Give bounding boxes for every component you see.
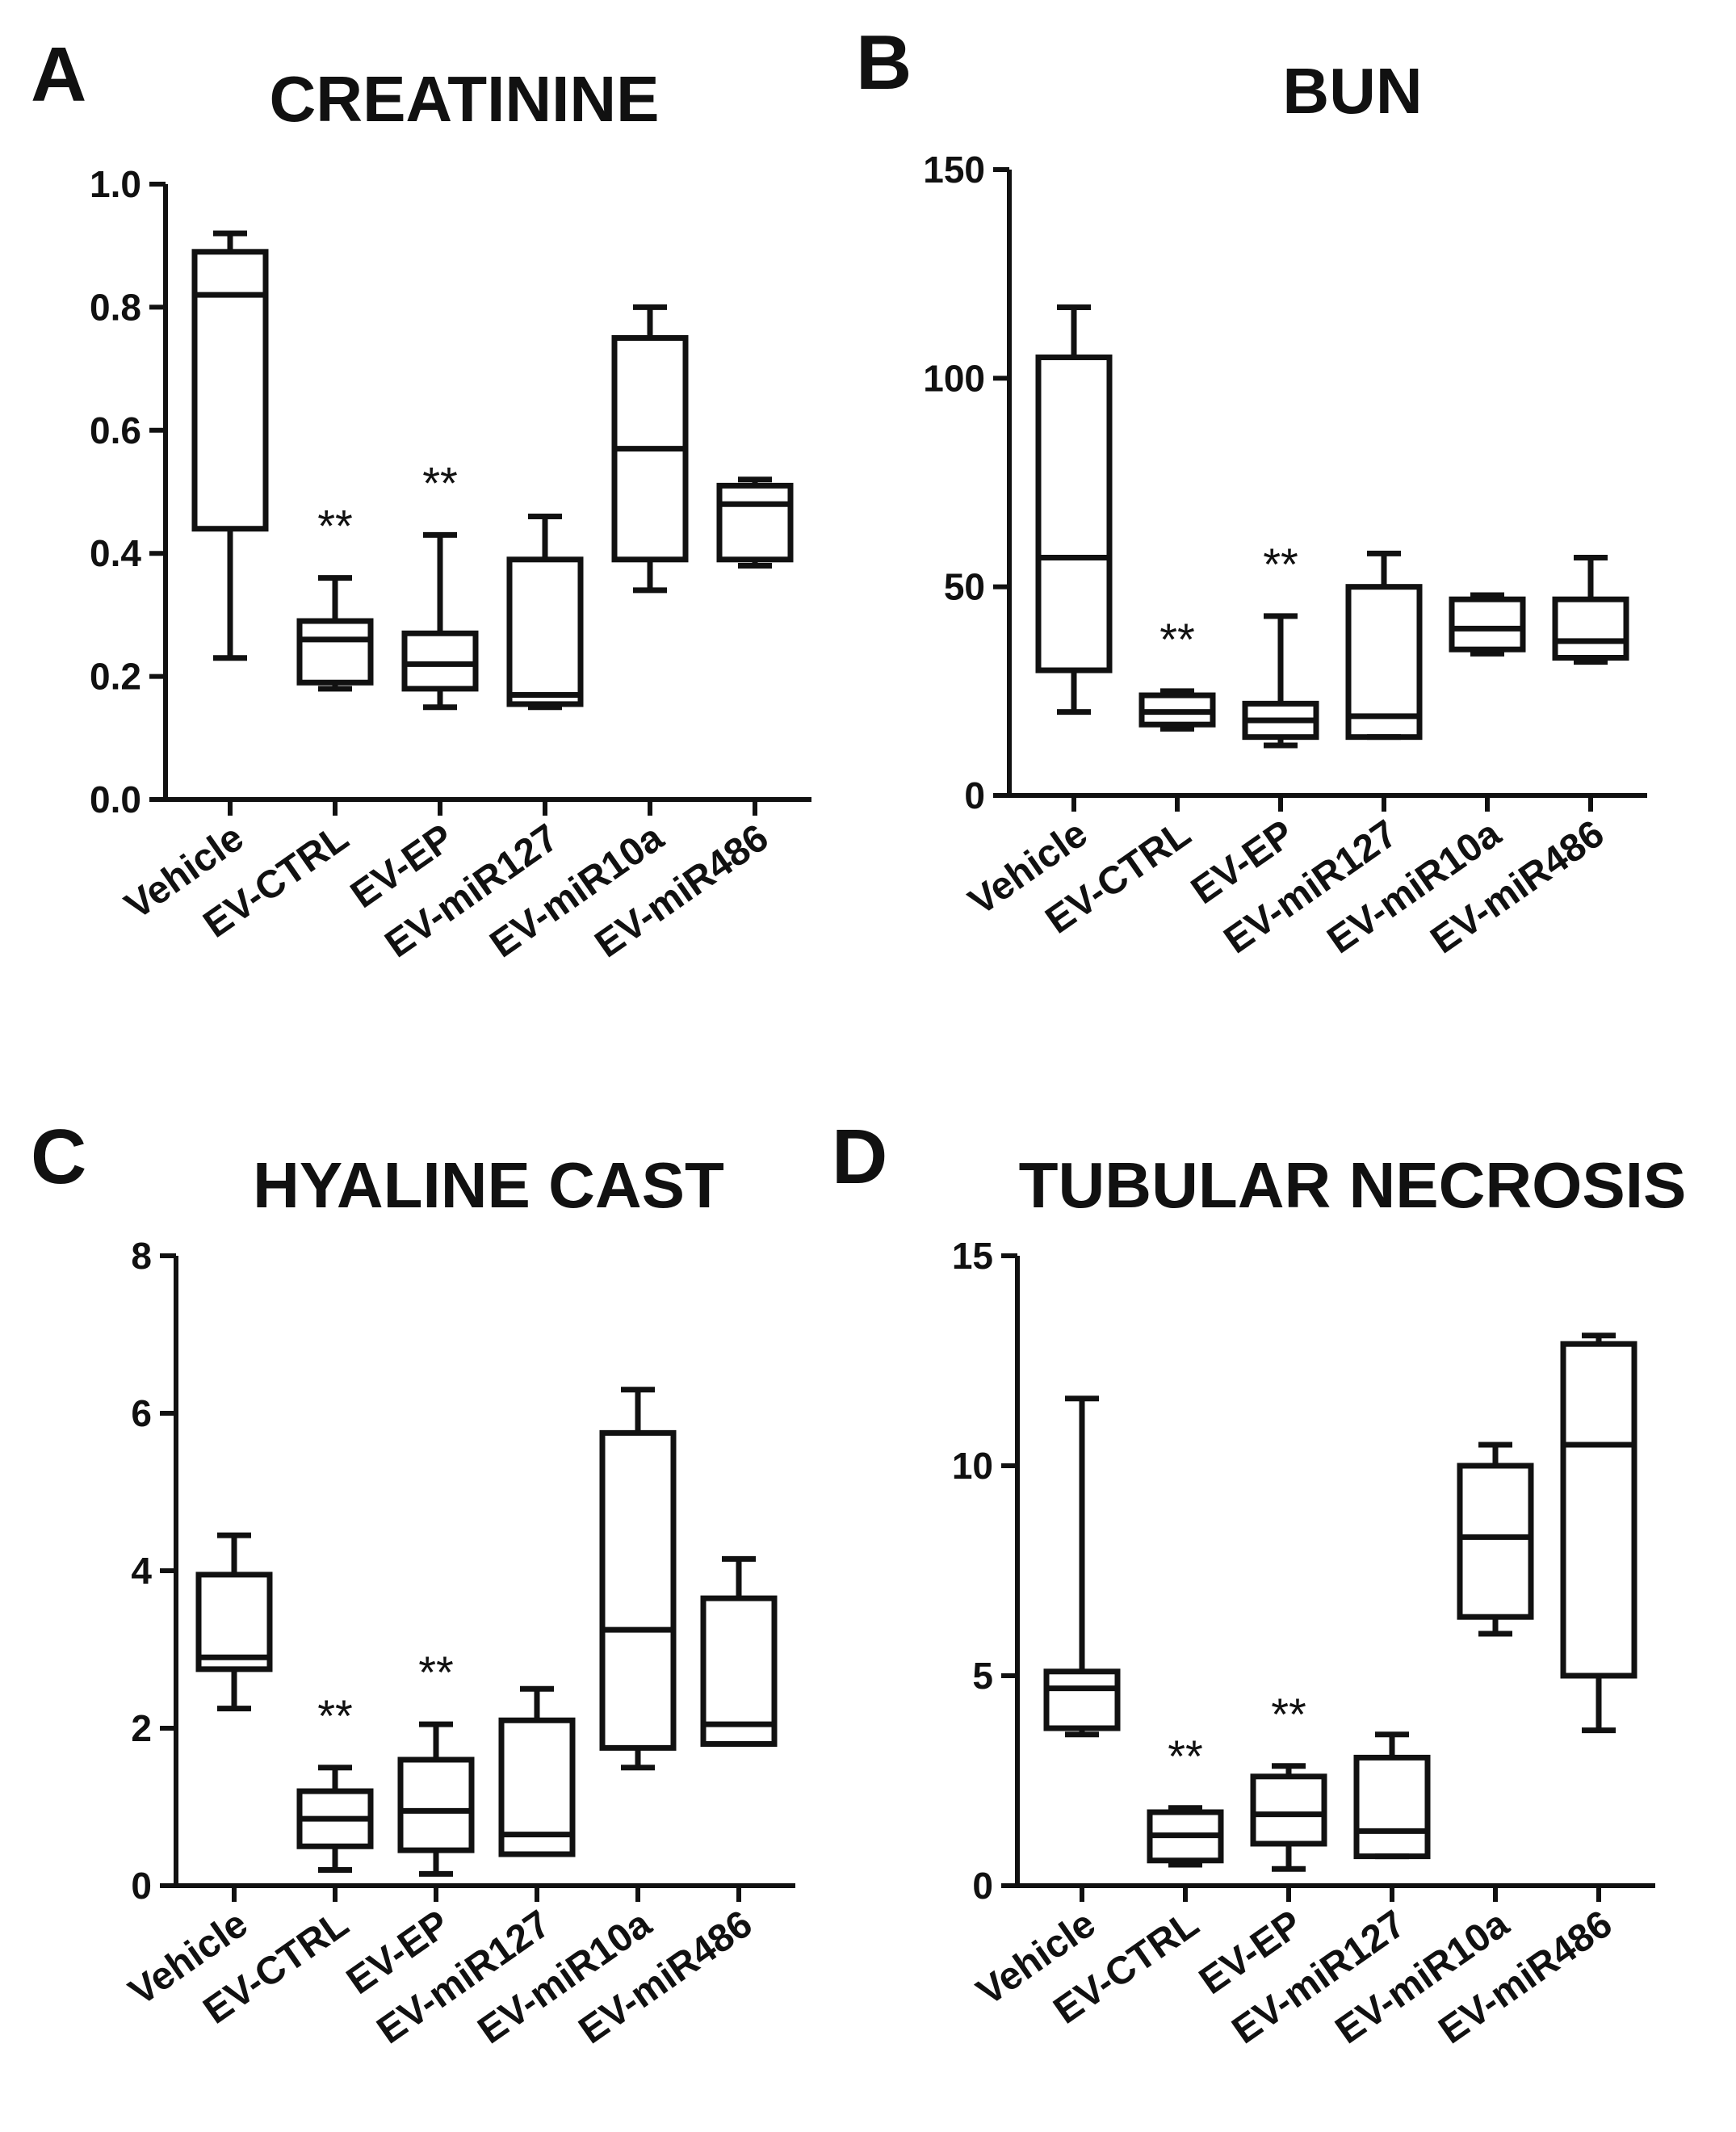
y-tick-label: 4 <box>131 1550 152 1592</box>
y-tick-label: 0 <box>131 1865 152 1907</box>
box-plot-vehicle <box>195 1532 273 1712</box>
box-plot-ev-ep <box>1242 613 1319 749</box>
panel-c: C HYALINE CAST02468VehicleEV-CTRL**EV-EP*… <box>31 1114 795 2052</box>
box-plot-vehicle <box>191 230 269 661</box>
significance-label: ** <box>1263 539 1298 590</box>
box-plot-ev-mir10a <box>1457 1442 1534 1637</box>
y-tick-label: 2 <box>131 1707 152 1749</box>
iqr-box <box>1560 1341 1637 1679</box>
significance-label: ** <box>1271 1689 1306 1740</box>
significance-label: ** <box>422 457 458 508</box>
y-tick-label: 10 <box>952 1445 993 1487</box>
panel-a: A CREATININE0.00.20.40.60.81.0VehicleEV-C… <box>31 31 811 966</box>
y-tick-label: 5 <box>972 1655 993 1697</box>
panel-letter: D <box>832 1114 887 1200</box>
y-tick-label: 6 <box>131 1392 152 1434</box>
iqr-box <box>191 249 269 532</box>
iqr-box <box>1552 596 1629 661</box>
iqr-box <box>506 556 584 707</box>
iqr-box <box>401 630 479 692</box>
y-tick-label: 0.6 <box>90 409 141 451</box>
panel-title: CREATININE <box>270 63 660 135</box>
y-tick-label: 15 <box>952 1235 993 1277</box>
box-plot-ev-mir10a <box>599 1387 677 1771</box>
y-tick-label: 0.0 <box>90 779 141 820</box>
iqr-box <box>716 482 794 563</box>
panel-letter: A <box>31 31 86 118</box>
significance-label: ** <box>317 1690 353 1741</box>
y-tick-label: 0.8 <box>90 286 141 328</box>
box-plot-ev-mir486 <box>700 1555 778 1747</box>
y-tick-label: 1.0 <box>90 163 141 205</box>
box-plot-ev-ep <box>397 1721 475 1877</box>
y-tick-label: 0.2 <box>90 656 141 698</box>
panel-d: D TUBULAR NECROSIS051015VehicleEV-CTRL**E… <box>832 1114 1686 2052</box>
box-plot-ev-ctrl <box>1147 1805 1224 1868</box>
y-tick-label: 0 <box>972 1865 993 1907</box>
panel-letter: C <box>31 1114 86 1200</box>
iqr-box <box>1353 1754 1431 1860</box>
box-plot-ev-mir127 <box>498 1685 576 1857</box>
box-plot-ev-mir127 <box>1345 550 1423 741</box>
panel-letter: B <box>856 19 912 106</box>
iqr-box <box>1449 596 1526 653</box>
box-plot-ev-mir486 <box>1552 555 1629 665</box>
y-tick-label: 0 <box>964 774 985 816</box>
box-plot-ev-mir10a <box>611 304 689 594</box>
iqr-box <box>498 1717 576 1857</box>
iqr-box <box>1457 1463 1534 1620</box>
box-plot-ev-mir486 <box>1560 1332 1637 1734</box>
box-plot-ev-mir486 <box>716 476 794 569</box>
iqr-box <box>397 1756 475 1853</box>
box-plot-vehicle <box>1035 304 1113 716</box>
significance-label: ** <box>418 1647 454 1698</box>
panel-b: B BUN050100150VehicleEV-CTRL**EV-EP**EV-m… <box>856 19 1647 962</box>
iqr-box <box>1035 355 1113 674</box>
box-plot-ev-ctrl <box>296 575 374 692</box>
iqr-box <box>1250 1773 1327 1847</box>
y-tick-label: 0.4 <box>90 532 141 574</box>
iqr-box <box>296 618 374 686</box>
iqr-box <box>599 1429 677 1751</box>
box-plot-ev-ctrl <box>296 1765 374 1873</box>
iqr-box <box>1345 584 1423 741</box>
panel-title: BUN <box>1282 55 1422 127</box>
panel-title: HYALINE CAST <box>253 1149 724 1221</box>
iqr-box <box>1043 1668 1121 1731</box>
iqr-box <box>700 1595 778 1747</box>
box-plot-ev-mir127 <box>1353 1731 1431 1860</box>
box-plot-ev-ep <box>401 531 479 711</box>
significance-label: ** <box>1168 1731 1203 1782</box>
y-tick-label: 50 <box>944 566 985 608</box>
box-plot-ev-mir127 <box>506 513 584 711</box>
box-plot-vehicle <box>1043 1395 1121 1738</box>
panel-title: TUBULAR NECROSIS <box>1019 1149 1687 1221</box>
box-plot-ev-ctrl <box>1138 688 1216 732</box>
box-plot-ev-ep <box>1250 1763 1327 1872</box>
box-plot-ev-mir10a <box>1449 592 1526 657</box>
iqr-box <box>195 1572 273 1672</box>
significance-label: ** <box>317 501 353 552</box>
y-tick-label: 150 <box>923 149 985 191</box>
y-tick-label: 100 <box>923 357 985 399</box>
significance-label: ** <box>1159 614 1195 665</box>
y-tick-label: 8 <box>131 1235 152 1277</box>
